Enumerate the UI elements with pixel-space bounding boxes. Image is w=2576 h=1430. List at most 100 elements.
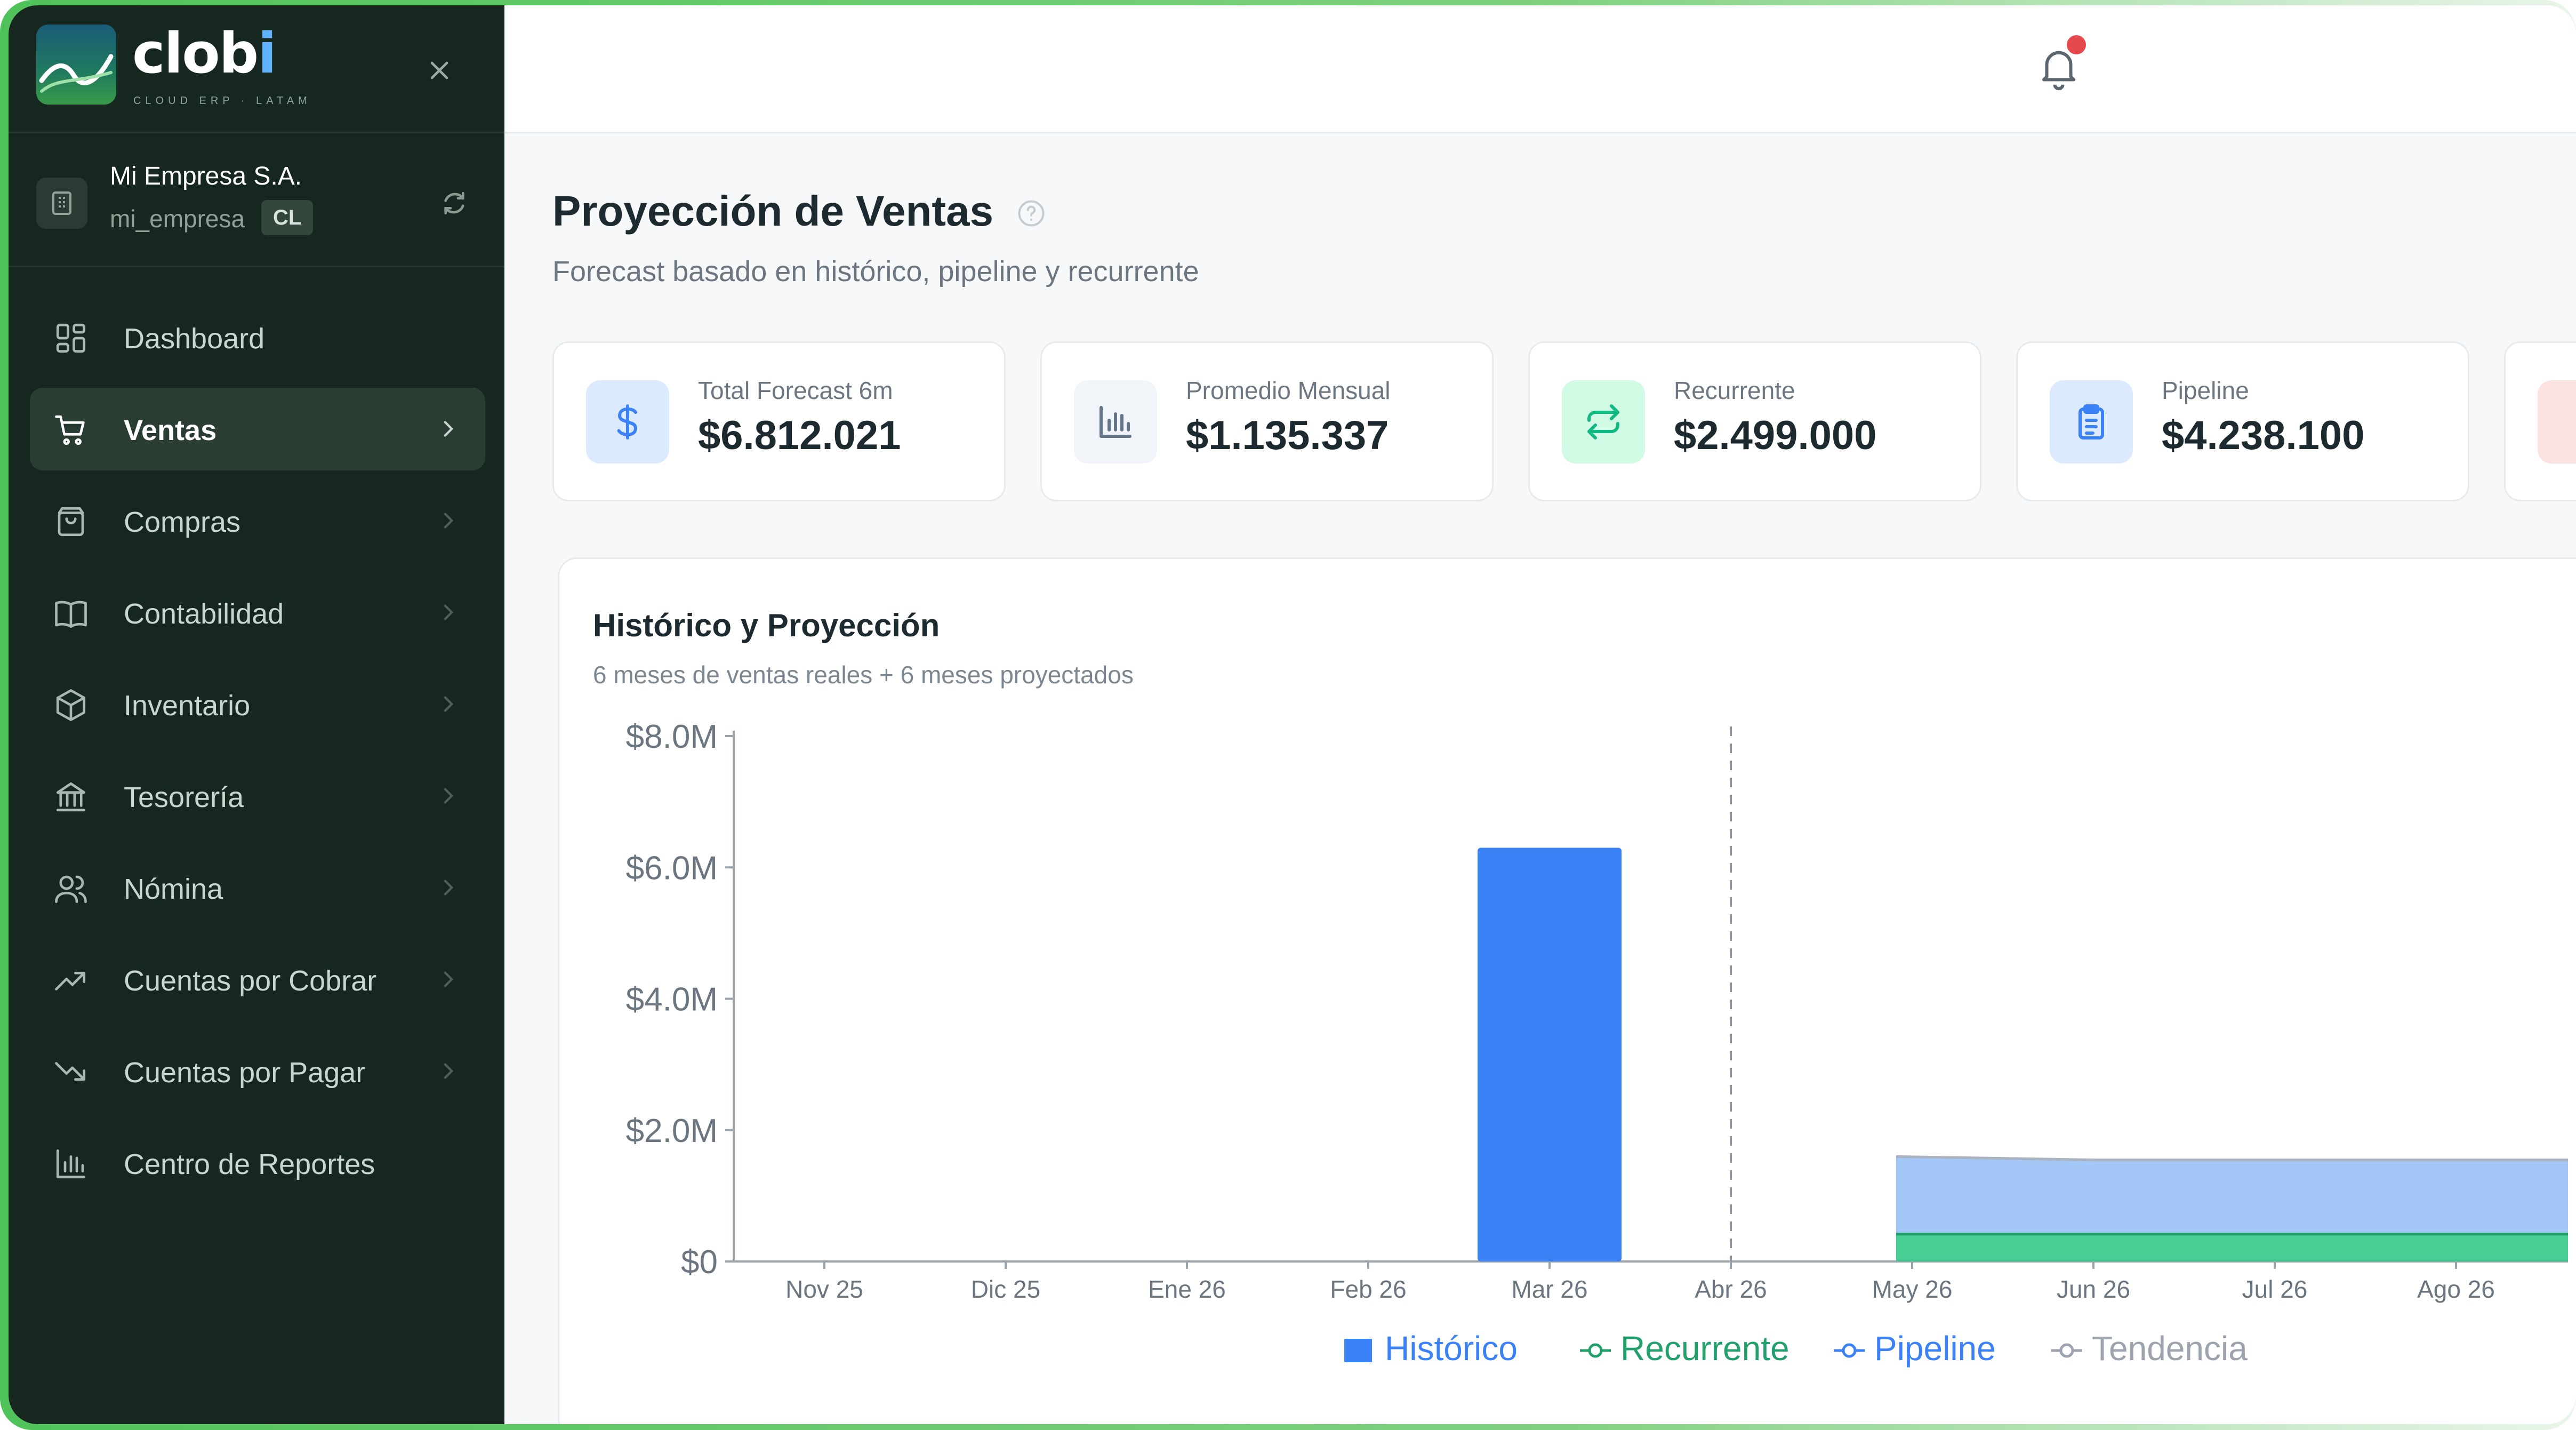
- line-pipeline-top: [1896, 1155, 2568, 1162]
- chevron-right-icon: [435, 874, 462, 901]
- nav-icon: [53, 871, 89, 906]
- chevron-right-icon: [435, 599, 462, 626]
- legend-label: Recurrente: [1620, 1329, 1789, 1368]
- sidebar-item-inventario[interactable]: Inventario: [30, 663, 485, 746]
- top-bar: [504, 5, 2576, 133]
- sidebar-item-tesoreria[interactable]: Tesorería: [30, 755, 485, 837]
- chevron-right-icon: [435, 782, 462, 809]
- cart-icon: [55, 415, 85, 445]
- kpi-label: Recurrente: [1674, 377, 1795, 404]
- kpi-card: Pipeline $4.238.100: [2016, 341, 2469, 501]
- country-badge: CL: [261, 200, 314, 235]
- sidebar-item-label: Cuentas por Cobrar: [124, 965, 377, 997]
- kpi-value: $4.238.100: [2162, 413, 2365, 458]
- switch-company-button[interactable]: [439, 188, 469, 218]
- y-tick-label: $2.0M: [626, 1113, 718, 1149]
- kpi-card: Total Forecast 6m $6.812.021: [552, 341, 1006, 501]
- x-tick-label: Mar 26: [1511, 1275, 1587, 1303]
- logo-icon: [36, 25, 116, 105]
- x-tick-label: Abr 26: [1695, 1275, 1767, 1303]
- nav-icon: [53, 1054, 89, 1090]
- chart-subtitle: 6 meses de ventas reales + 6 meses proye…: [593, 661, 1134, 689]
- close-icon: [430, 61, 448, 79]
- sidebar-item-label: Dashboard: [124, 323, 265, 355]
- kpi-card: Recurrente $2.499.000: [1528, 341, 1981, 501]
- kpi-value: $1.135.337: [1186, 413, 1389, 458]
- chevron-right-icon: [435, 966, 462, 993]
- kpi-icon-box: [2538, 380, 2576, 464]
- sidebar-item-cuentas-por-cobrar[interactable]: Cuentas por Cobrar: [30, 938, 485, 1021]
- x-tick-label: Dic 25: [971, 1275, 1040, 1303]
- help-circle-icon: [1018, 200, 1045, 227]
- x-tick-label: Feb 26: [1330, 1275, 1406, 1303]
- nav-icon: [53, 412, 89, 448]
- kpi-icon-box: [2050, 380, 2133, 464]
- shopping-bag-icon: [58, 507, 84, 537]
- kpi-icon-box: [1562, 380, 1645, 464]
- sidebar-item-nomina[interactable]: Nómina: [30, 846, 485, 929]
- page-title: Proyección de Ventas: [552, 187, 994, 235]
- x-tick-label: Jun 26: [2057, 1275, 2130, 1303]
- sidebar-item-label: Compras: [124, 506, 241, 538]
- sidebar-item-ventas[interactable]: Ventas: [30, 388, 485, 470]
- sidebar-item-cuentas-por-pagar[interactable]: Cuentas por Pagar: [30, 1030, 485, 1113]
- company-handle: mi_empresa: [110, 205, 245, 233]
- sidebar-item-contabilidad[interactable]: Contabilidad: [30, 571, 485, 654]
- area-recurrente: [1896, 1234, 2568, 1261]
- nav-icon: [53, 1146, 89, 1181]
- chevron-right-icon: [435, 507, 462, 534]
- kpi-value: $6.812.021: [698, 413, 901, 458]
- kpi-label: Total Forecast 6m: [698, 377, 893, 404]
- kpi-label: Promedio Mensual: [1186, 377, 1391, 404]
- nav-icon: [53, 688, 89, 723]
- sidebar-item-centro-de-reportes[interactable]: Centro de Reportes: [30, 1122, 485, 1204]
- x-tick-label: Ago 26: [2417, 1275, 2495, 1303]
- y-tick-label: $0: [681, 1244, 718, 1281]
- dashboard-icon: [56, 323, 86, 353]
- close-sidebar-button[interactable]: [424, 55, 454, 85]
- company-name: Mi Empresa S.A.: [110, 162, 302, 190]
- brand-header: clobi CLOUD ERP · LATAM: [9, 5, 504, 133]
- legend-marker-recurrente: [1588, 1343, 1603, 1358]
- sidebar: clobi CLOUD ERP · LATAM Mi Empresa S.A. …: [9, 5, 504, 1424]
- kpi-card: Promedio Mensual $1.135.337: [1040, 341, 1494, 501]
- nav-icon: [53, 963, 89, 998]
- app-window: clobi CLOUD ERP · LATAM Mi Empresa S.A. …: [9, 5, 2576, 1424]
- sidebar-nav: Dashboard Ventas Compras Contabilidad Invent…: [30, 296, 485, 1213]
- y-tick-label: $8.0M: [626, 718, 718, 755]
- sidebar-item-label: Ventas: [124, 414, 217, 446]
- bank-icon: [56, 782, 86, 812]
- legend-label: Histórico: [1385, 1329, 1518, 1368]
- chevron-right-icon: [435, 416, 462, 442]
- sidebar-item-label: Nómina: [124, 873, 223, 905]
- company-switcher[interactable]: Mi Empresa S.A. mi_empresa CL: [9, 135, 504, 267]
- trend-down-icon: [55, 1062, 86, 1081]
- legend-label: Pipeline: [1874, 1329, 1996, 1368]
- nav-icon: [53, 779, 89, 814]
- bar-chart-icon: [56, 1149, 86, 1179]
- sidebar-item-dashboard[interactable]: Dashboard: [30, 296, 485, 379]
- page-subtitle: Forecast basado en histórico, pipeline y…: [552, 255, 1199, 287]
- kpi-label: Pipeline: [2162, 377, 2249, 404]
- building-icon: [52, 191, 71, 215]
- legend-marker-pipeline: [1842, 1343, 1857, 1358]
- brand-tagline: CLOUD ERP · LATAM: [133, 95, 311, 107]
- help-button[interactable]: [1015, 197, 1047, 229]
- legend-marker-tendencia: [2059, 1343, 2074, 1358]
- notifications-button[interactable]: [2035, 43, 2083, 91]
- sidebar-item-label: Cuentas por Pagar: [124, 1057, 366, 1089]
- company-avatar: [36, 178, 87, 229]
- x-tick-label: Ene 26: [1148, 1275, 1226, 1303]
- notification-badge: [2067, 35, 2086, 54]
- nav-icon: [53, 321, 89, 356]
- area-pipeline: [1896, 1156, 2568, 1234]
- book-icon: [55, 601, 87, 628]
- refresh-icon: [444, 192, 464, 214]
- nav-icon: [53, 504, 89, 539]
- brand-name: clobi: [132, 21, 277, 86]
- sidebar-item-compras[interactable]: Compras: [30, 480, 485, 562]
- kpi-value: $2.499.000: [1674, 413, 1877, 458]
- legend-swatch-histórico: [1344, 1339, 1372, 1362]
- package-icon: [56, 689, 86, 721]
- x-tick-label: Nov 25: [785, 1275, 863, 1303]
